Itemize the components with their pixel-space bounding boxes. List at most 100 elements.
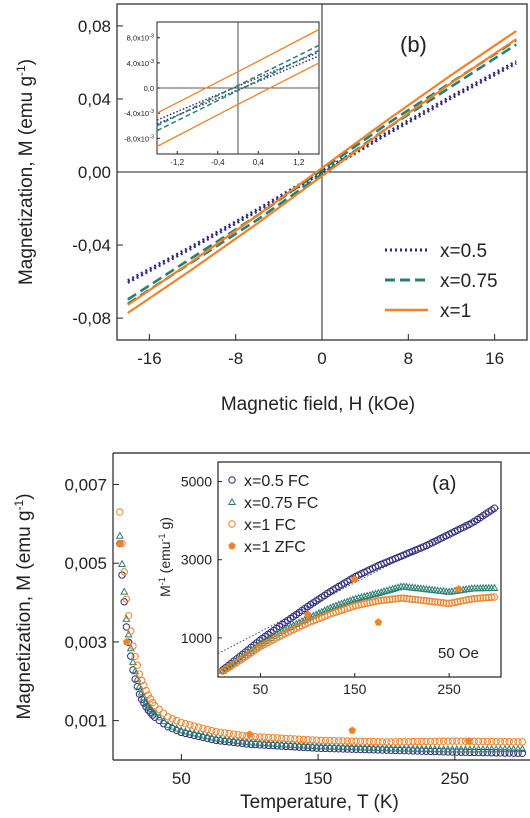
y-axis-label-b-close: ) [16, 59, 37, 65]
legend-label-a: x=1 ZFC [244, 539, 306, 556]
inset-data-point-a-zfc [374, 618, 383, 626]
inset-data-point-a [485, 593, 493, 602]
y-axis-label-a-close: ) [14, 493, 35, 499]
inset-data-point-a [470, 594, 479, 603]
series-line-b-x=1 [127, 30, 517, 306]
data-point-a [116, 508, 124, 516]
inset-y-axis-label-a-part: M [157, 585, 173, 597]
data-point-a [343, 737, 352, 745]
data-point-a [140, 681, 148, 690]
data-point-a [334, 742, 343, 750]
inset-data-point-a [383, 596, 391, 604]
data-point-a [492, 737, 500, 746]
inset-y-axis-label-a-part: -1 [157, 577, 167, 585]
data-point-a [478, 744, 488, 753]
inset-y-tick-label-b-text: 0,0 [144, 84, 154, 93]
data-point-a [457, 737, 465, 745]
chart-b: -16 -8 0 8 16 -0,08 -0,04 0,00 0,04 0,08 (b) x=0.5 x… [14, 3, 528, 415]
x-tick-label-b: 16 [485, 349, 504, 368]
inset-data-point-a [374, 588, 383, 597]
inset-y-axis-label-a: M-1 (emu-1 g) [157, 517, 173, 597]
inset-data-point-a [402, 594, 411, 603]
inset-data-point-a [391, 595, 400, 603]
data-point-a [155, 705, 163, 714]
inset-data-point-a [468, 595, 476, 603]
data-point-a [330, 736, 338, 745]
inset-annotation-a: 50 Oe [438, 645, 479, 662]
data-point-a [238, 737, 247, 745]
data-point-a [448, 737, 457, 745]
inset-series-line-b-x=1 [156, 62, 320, 148]
inset-data-point-a [363, 599, 371, 607]
inset-data-point-a [374, 597, 383, 605]
legend-marker-a [228, 476, 236, 484]
inset-data-point-a [352, 601, 360, 610]
data-point-a [264, 739, 273, 747]
data-point-a [216, 734, 225, 742]
inset-data-point-a [385, 595, 394, 604]
inset-y-tick-label-b-text: -4,0x10 [124, 109, 149, 118]
inset-data-point-a [369, 598, 377, 606]
data-point-a [190, 729, 199, 737]
data-point-a [304, 736, 312, 744]
data-point-a [115, 531, 124, 539]
inset-data-point-a [385, 585, 394, 593]
inset-y-axis-label-a-part: (emu [157, 541, 173, 577]
inset-data-point-a [436, 598, 445, 607]
data-point-a [470, 748, 478, 757]
inset-data-point-a-zfc [351, 575, 359, 583]
inset-data-point-a [354, 593, 363, 601]
y-tick-label-b: -0,04 [72, 236, 111, 255]
data-point-a [194, 723, 203, 731]
x-tick-label-b: -8 [228, 349, 243, 368]
data-point-a [431, 737, 439, 746]
data-point-a [453, 737, 461, 745]
data-point-a [474, 745, 483, 753]
data-point-a [435, 744, 444, 753]
data-point-a [466, 748, 474, 757]
data-point-a [343, 742, 352, 751]
data-point-a [418, 737, 426, 746]
chart-a: 50 150 250 0,001 0,003 0,005 0,007 Temperature,… [12, 452, 530, 813]
data-point-a [212, 734, 221, 742]
data-point-a [448, 745, 457, 753]
data-point-a [291, 735, 299, 743]
legend-label-a: x=1 FC [244, 517, 296, 534]
data-point-a [391, 744, 400, 752]
data-point-a [133, 661, 142, 669]
data-point-a [181, 719, 190, 728]
data-point-a [120, 568, 128, 576]
data-point-a [496, 744, 505, 753]
data-point-a [422, 744, 431, 752]
data-point-a [282, 734, 290, 743]
data-point-a [260, 738, 269, 747]
data-point-a [155, 713, 164, 721]
inset-data-point-a [218, 666, 227, 674]
data-point-a [251, 738, 260, 746]
data-point-a [387, 738, 395, 746]
inset-data-point-a [405, 595, 414, 603]
data-point-a [120, 587, 129, 595]
data-point-a [234, 731, 242, 739]
inset-data-point-a [357, 592, 366, 601]
data-point-a [325, 742, 334, 750]
data-point-a [382, 743, 391, 752]
inset-data-point-a [473, 594, 482, 603]
y-tick-label-a: 0,007 [64, 475, 107, 494]
data-point-a [426, 744, 435, 753]
data-point-a [295, 740, 304, 749]
data-point-a [513, 744, 523, 753]
panel-label-a: (a) [432, 473, 456, 495]
inset-data-point-a [388, 595, 397, 603]
data-point-a [138, 695, 146, 704]
y-axis-label-b-sup: -1 [14, 65, 28, 76]
data-point-a [488, 749, 496, 757]
inset-data-point-a [377, 596, 385, 605]
data-point-a [220, 735, 229, 743]
y-tick-label-b: -0,08 [72, 309, 111, 328]
inset-data-point-a [442, 599, 450, 607]
data-point-a [131, 652, 139, 661]
inset-data-point-a [422, 597, 431, 605]
data-point-a [483, 737, 492, 746]
